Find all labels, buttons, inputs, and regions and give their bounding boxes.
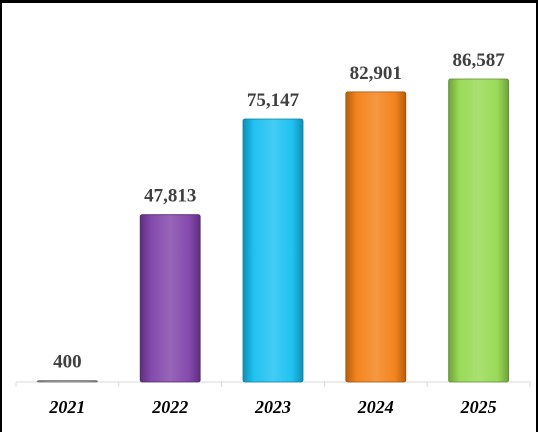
bar-2021 (37, 380, 98, 383)
category-label-2025: 2025 (460, 397, 497, 417)
bar-2023 (242, 118, 304, 383)
category-label-2022: 2022 (151, 397, 188, 417)
value-label-2024: 82,901 (350, 63, 402, 84)
category-label-2023: 2023 (254, 397, 291, 417)
category-label-2024: 2024 (357, 397, 394, 417)
value-label-2025: 86,587 (452, 50, 505, 71)
bar-2024 (345, 91, 407, 383)
value-label-2022: 47,813 (144, 186, 196, 207)
bar-2022 (139, 214, 201, 383)
category-label-2021: 2021 (48, 397, 85, 417)
value-label-2021: 400 (53, 352, 82, 373)
value-label-2023: 75,147 (247, 90, 300, 111)
category-labels-group: 2021 2022 2023 2024 2025 (48, 397, 496, 417)
value-labels-group: 400 47,813 75,147 82,901 86,587 (53, 50, 505, 373)
bars-group (37, 78, 510, 383)
bar-2025 (448, 78, 510, 383)
x-axis-ticks (15, 382, 531, 387)
